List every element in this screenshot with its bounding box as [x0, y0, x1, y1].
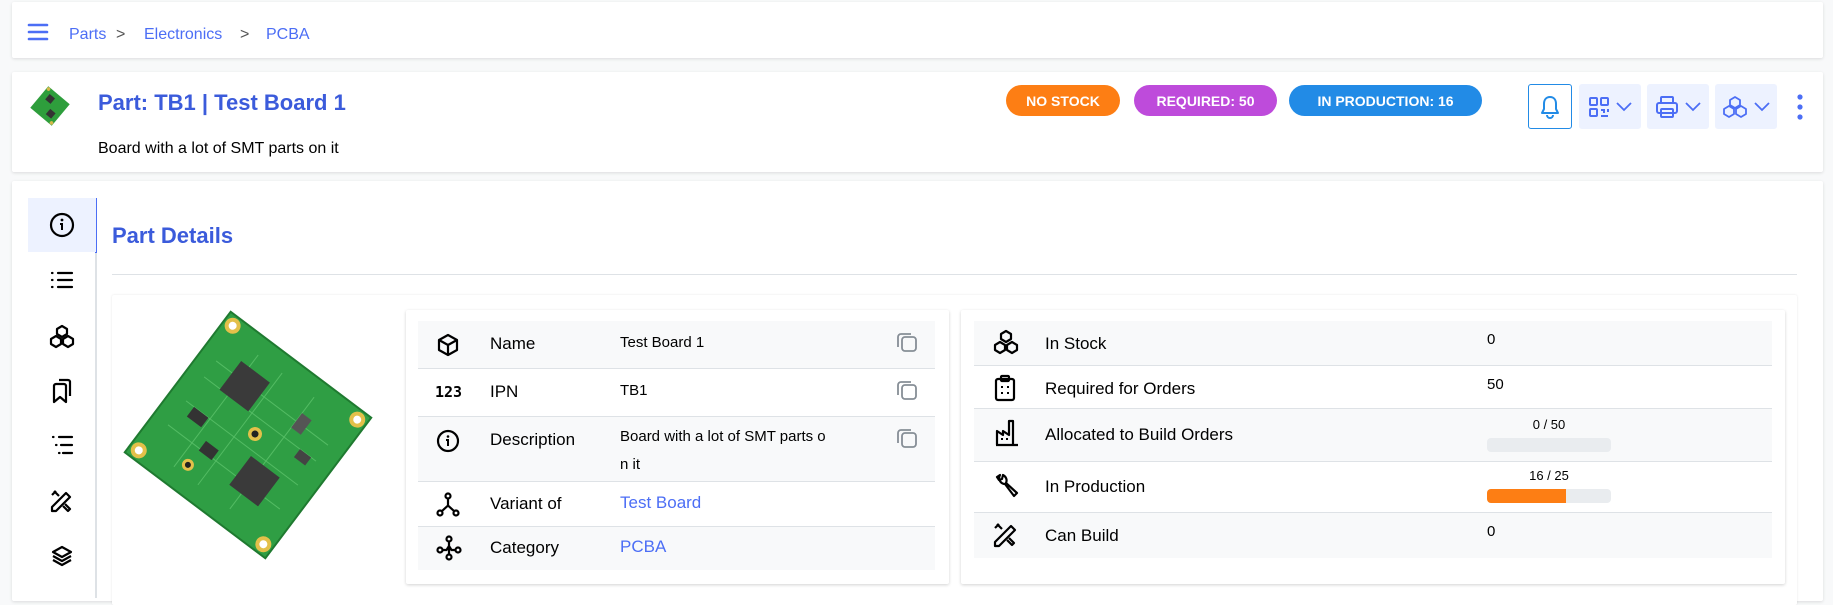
field-value: 0 — [1487, 523, 1496, 540]
field-label: Description — [490, 430, 576, 449]
list-icon — [50, 271, 74, 289]
breadcrumb-pcba[interactable]: PCBA — [266, 26, 310, 43]
field-value: 0 — [1487, 331, 1496, 348]
clipboard-icon — [994, 374, 1016, 402]
stock-icon — [993, 329, 1019, 355]
part-thumbnail — [28, 84, 72, 128]
sidebar-item-stock[interactable] — [28, 310, 96, 364]
copy-icon[interactable] — [896, 379, 918, 401]
field-label: In Stock — [1045, 334, 1107, 353]
sidebar-item-parameters[interactable] — [28, 253, 96, 307]
field-label: Category — [490, 538, 559, 557]
progress-fill — [1487, 489, 1567, 503]
field-label: In Production — [1045, 477, 1146, 496]
in-production-progress-bar — [1487, 489, 1611, 503]
tools-icon — [993, 523, 1017, 548]
category-link[interactable]: PCBA — [620, 537, 667, 556]
field-value: Test Board 1 — [620, 334, 705, 351]
sidebar-item-bom[interactable] — [28, 418, 96, 472]
field-label: Can Build — [1045, 526, 1119, 545]
bookmarks-icon — [52, 378, 72, 404]
badge-required: REQUIRED: 50 — [1134, 85, 1277, 116]
field-label: IPN — [490, 382, 519, 401]
qr-code-icon — [1589, 96, 1609, 117]
allocated-progress-bar — [1487, 438, 1611, 452]
field-value: TB1 — [620, 382, 648, 399]
field-label: Allocated to Build Orders — [1045, 425, 1234, 444]
table-row: In Stock 0 — [974, 321, 1772, 366]
breadcrumb-separator: > — [240, 26, 250, 43]
badge-in-production: IN PRODUCTION: 16 — [1289, 85, 1482, 116]
sidebar-divider — [95, 198, 97, 598]
copy-icon[interactable] — [896, 331, 918, 353]
copy-icon[interactable] — [896, 427, 918, 449]
chevron-down-icon — [1616, 101, 1632, 111]
bell-icon — [1541, 95, 1559, 119]
table-row: Required for Orders 50 — [974, 366, 1772, 409]
table-row: 123 IPN TB1 — [418, 369, 935, 417]
sidebar-item-variants[interactable] — [28, 529, 96, 583]
barcode-actions-button[interactable] — [1579, 84, 1641, 129]
menu-icon[interactable] — [27, 23, 49, 41]
field-label: Required for Orders — [1045, 379, 1196, 398]
factory-icon — [995, 419, 1018, 447]
chevron-down-icon — [1754, 101, 1770, 111]
section-divider — [112, 274, 1797, 275]
info-icon — [436, 429, 460, 453]
chevron-down-icon — [1685, 101, 1701, 111]
sidebar-item-build-orders[interactable] — [28, 474, 96, 528]
table-row: Name Test Board 1 — [418, 321, 935, 369]
table-row: Can Build 0 — [974, 513, 1772, 558]
printer-icon — [1656, 95, 1678, 118]
more-vertical-icon[interactable] — [1795, 94, 1805, 120]
field-value: Board with a lot of SMT parts o n it — [620, 428, 826, 473]
part-header — [12, 72, 1823, 172]
breadcrumb-separator: > — [116, 26, 126, 43]
breadcrumb-parts[interactable]: Parts — [69, 26, 107, 43]
list-details-icon — [51, 435, 74, 455]
page-title: Part: TB1 | Test Board 1 — [98, 90, 346, 115]
layers-icon — [51, 545, 73, 567]
table-row: Category PCBA — [418, 527, 935, 570]
sidebar-item-allocations[interactable] — [28, 364, 96, 418]
stock-icon — [49, 324, 75, 349]
subscribe-button[interactable] — [1528, 84, 1572, 129]
breadcrumb-electronics[interactable]: Electronics — [144, 26, 223, 43]
field-label: Variant of — [490, 494, 562, 513]
table-row: Description Board with a lot of SMT part… — [418, 417, 935, 482]
part-image — [118, 305, 378, 565]
breadcrumb-bar: Parts > Electronics > PCBA — [12, 2, 1823, 58]
field-label: Name — [490, 334, 536, 353]
section-title: Part Details — [112, 223, 234, 248]
stock-icon — [1723, 95, 1747, 118]
numbers-icon: 123 — [435, 383, 463, 401]
info-icon — [49, 212, 75, 238]
table-row: Allocated to Build Orders 0 / 50 — [974, 409, 1772, 462]
tools-icon — [50, 490, 72, 513]
field-value: 50 — [1487, 376, 1504, 393]
table-row: Variant of Test Board — [418, 482, 935, 527]
print-actions-button[interactable] — [1647, 84, 1709, 129]
variant-of-link[interactable]: Test Board — [620, 493, 702, 512]
category-icon — [436, 535, 462, 561]
part-description: Board with a lot of SMT parts on it — [98, 140, 339, 157]
stock-actions-button[interactable] — [1715, 84, 1777, 129]
box-icon — [437, 333, 459, 357]
progress-label: 0 / 50 — [1532, 417, 1566, 432]
table-row: In Production 16 / 25 — [974, 462, 1772, 513]
variant-icon — [436, 492, 460, 517]
wrench-icon — [995, 473, 1019, 498]
progress-label: 16 / 25 — [1529, 468, 1569, 483]
sidebar-item-details[interactable] — [28, 198, 96, 252]
badge-no-stock: NO STOCK — [1006, 85, 1120, 116]
sidebar-active-indicator — [95, 198, 97, 253]
